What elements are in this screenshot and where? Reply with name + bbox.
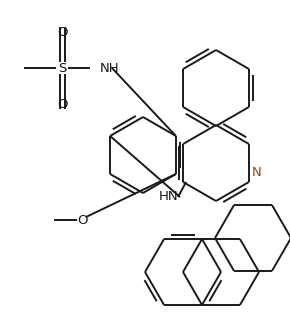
Text: HN: HN — [158, 191, 178, 203]
Text: S: S — [58, 62, 66, 74]
Text: N: N — [252, 167, 262, 179]
Text: O: O — [57, 26, 67, 38]
Text: NH: NH — [100, 62, 119, 74]
Text: O: O — [77, 214, 87, 227]
Text: O: O — [57, 97, 67, 111]
